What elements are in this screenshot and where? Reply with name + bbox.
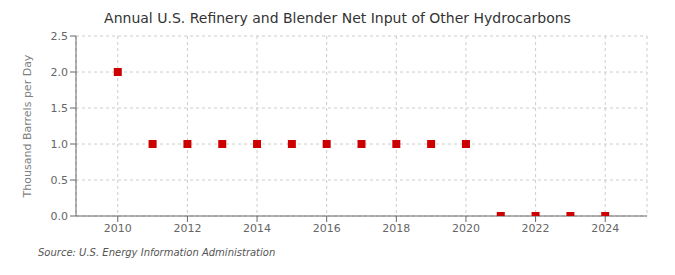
- svg-text:0.0: 0.0: [51, 210, 69, 223]
- svg-text:1.0: 1.0: [51, 138, 69, 151]
- svg-text:2014: 2014: [243, 222, 271, 235]
- svg-text:0.5: 0.5: [51, 174, 69, 187]
- svg-text:2016: 2016: [313, 222, 341, 235]
- svg-text:2.0: 2.0: [51, 66, 69, 79]
- svg-text:2010: 2010: [104, 222, 132, 235]
- svg-text:2.5: 2.5: [51, 30, 69, 43]
- svg-text:Thousand Barrels per Day: Thousand Barrels per Day: [21, 54, 34, 198]
- svg-text:1.5: 1.5: [51, 102, 69, 115]
- html-text:Source: U.S. Energy Informatio: Source: U.S. Energy Information Administ…: [38, 247, 276, 258]
- svg-text:2022: 2022: [522, 222, 550, 235]
- svg-text:2018: 2018: [382, 222, 410, 235]
- svg-text:2024: 2024: [591, 222, 619, 235]
- svg-text:2020: 2020: [452, 222, 480, 235]
- html-text:Annual U.S. Refinery and Blend: Annual U.S. Refinery and Blender Net Inp…: [104, 10, 571, 26]
- svg-text:2012: 2012: [173, 222, 201, 235]
